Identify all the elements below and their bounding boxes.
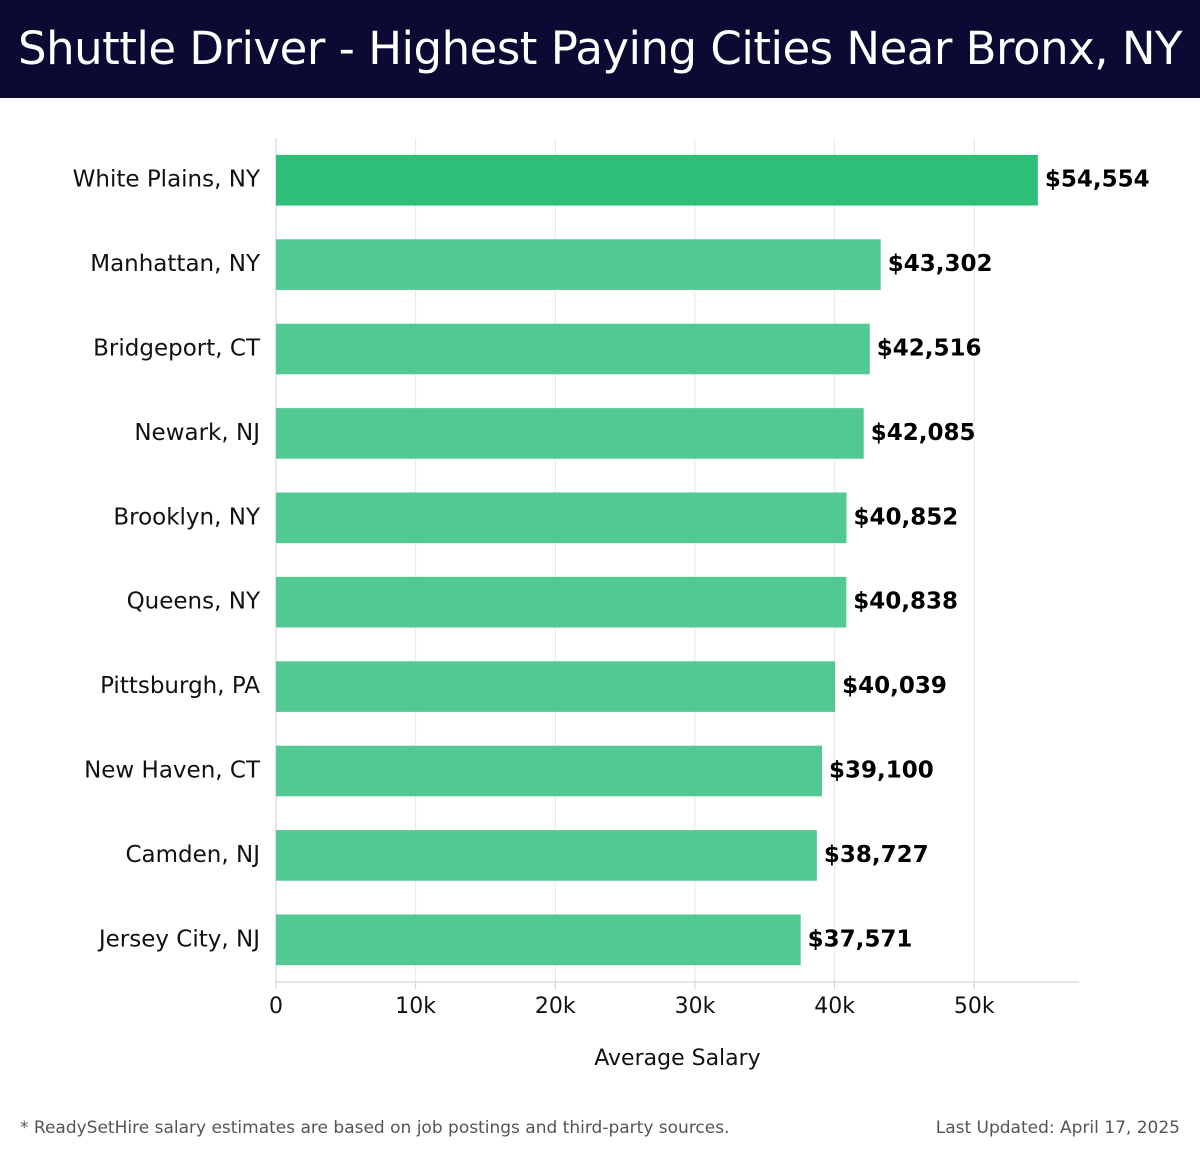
category-labels: White Plains, NY Manhattan, NY Bridgeport,…	[73, 167, 261, 953]
value-label: $38,727	[824, 842, 929, 868]
value-label: $54,554	[1045, 167, 1150, 193]
category-label: New Haven, CT	[84, 758, 261, 784]
bar	[276, 576, 847, 628]
footnote: * ReadySetHire salary estimates are base…	[20, 1118, 730, 1138]
value-label: $37,571	[808, 926, 913, 952]
bars-group	[276, 154, 1038, 966]
bar	[276, 492, 847, 544]
value-label: $40,039	[842, 673, 947, 699]
value-label: $39,100	[829, 758, 934, 784]
value-labels: $54,554 $43,302 $42,516 $42,085 $40,852 $40,8…	[808, 167, 1150, 953]
category-label: Brooklyn, NY	[113, 504, 261, 530]
x-tick-label: 30k	[675, 994, 716, 1019]
x-tick-label: 10k	[395, 994, 436, 1019]
bar	[276, 408, 864, 459]
category-label: Camden, NJ	[126, 842, 261, 868]
bar	[276, 154, 1038, 206]
chart-title: Shuttle Driver - Highest Paying Cities N…	[18, 22, 1182, 75]
value-label: $43,302	[888, 251, 993, 277]
x-tick-label: 50k	[954, 994, 995, 1019]
bar	[276, 914, 801, 966]
salary-bar-chart: White Plains, NY Manhattan, NY Bridgeport,…	[73, 138, 1150, 1071]
bar	[276, 661, 836, 712]
category-label: Manhattan, NY	[90, 251, 261, 277]
x-tick-label: 0	[269, 994, 283, 1019]
last-updated: Last Updated: April 17, 2025	[935, 1118, 1180, 1138]
x-axis-title: Average Salary	[594, 1046, 760, 1071]
bar	[276, 745, 823, 797]
category-label: Newark, NJ	[134, 420, 260, 446]
value-label: $40,838	[853, 589, 958, 615]
header-banner: Shuttle Driver - Highest Paying Cities N…	[0, 0, 1200, 98]
bar	[276, 239, 881, 290]
value-label: $40,852	[854, 504, 959, 530]
bar	[276, 830, 817, 881]
category-label: White Plains, NY	[73, 167, 261, 193]
x-axis: 0 10k 20k 30k 40k 50k Average Salary	[269, 981, 1079, 1071]
category-label: Bridgeport, CT	[93, 336, 261, 362]
bar	[276, 323, 870, 375]
x-tick-label: 20k	[535, 994, 576, 1019]
value-label: $42,516	[877, 336, 982, 362]
category-label: Queens, NY	[127, 589, 261, 615]
value-label: $42,085	[871, 420, 976, 446]
x-tick-label: 40k	[814, 994, 855, 1019]
category-label: Pittsburgh, PA	[100, 673, 260, 699]
category-label: Jersey City, NJ	[97, 926, 260, 952]
